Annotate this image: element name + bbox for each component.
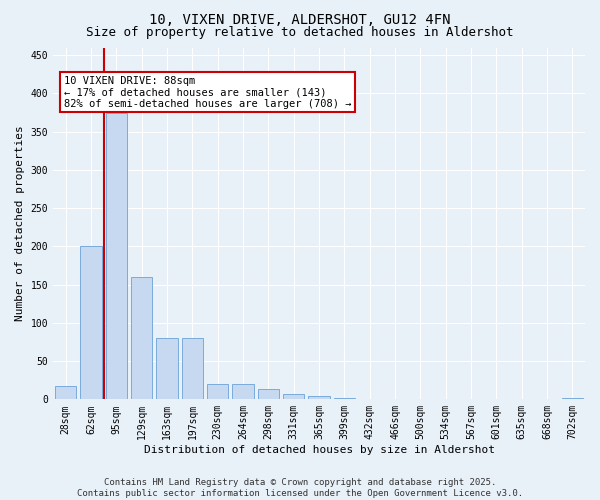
- Bar: [283, 394, 304, 400]
- Bar: [55, 386, 76, 400]
- Bar: [435, 398, 457, 400]
- Text: 10, VIXEN DRIVE, ALDERSHOT, GU12 4FN: 10, VIXEN DRIVE, ALDERSHOT, GU12 4FN: [149, 12, 451, 26]
- Bar: [207, 384, 229, 400]
- Bar: [562, 398, 583, 400]
- Bar: [131, 277, 152, 400]
- Bar: [232, 384, 254, 400]
- Text: Contains HM Land Registry data © Crown copyright and database right 2025.
Contai: Contains HM Land Registry data © Crown c…: [77, 478, 523, 498]
- Text: Size of property relative to detached houses in Aldershot: Size of property relative to detached ho…: [86, 26, 514, 39]
- Bar: [80, 246, 102, 400]
- Bar: [308, 396, 330, 400]
- Bar: [334, 398, 355, 400]
- Text: 10 VIXEN DRIVE: 88sqm
← 17% of detached houses are smaller (143)
82% of semi-det: 10 VIXEN DRIVE: 88sqm ← 17% of detached …: [64, 76, 351, 109]
- Bar: [182, 338, 203, 400]
- Bar: [257, 390, 279, 400]
- X-axis label: Distribution of detached houses by size in Aldershot: Distribution of detached houses by size …: [143, 445, 494, 455]
- Y-axis label: Number of detached properties: Number of detached properties: [15, 126, 25, 322]
- Bar: [156, 338, 178, 400]
- Bar: [106, 112, 127, 400]
